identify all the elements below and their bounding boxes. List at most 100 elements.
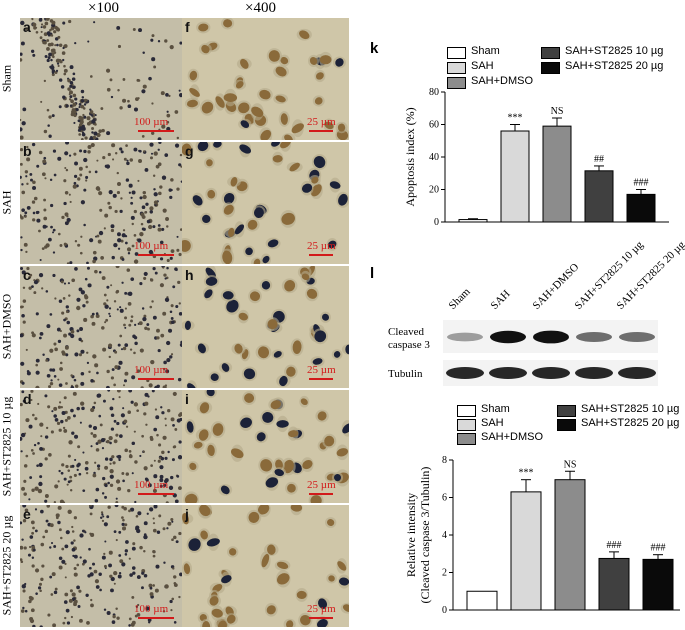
legend-entry: SAH+ST2825 10 µg <box>565 45 664 57</box>
scale-bar <box>309 493 333 495</box>
scale-bar <box>138 254 174 256</box>
scale-label: 25 µm <box>307 603 336 615</box>
lane-label: SAH <box>488 287 513 312</box>
caspase-band <box>533 330 569 344</box>
scale-bar <box>138 130 174 132</box>
legend-swatch <box>457 419 476 431</box>
scale-label: 25 µm <box>307 479 336 491</box>
y-tick-label: 40 <box>429 152 439 163</box>
tubulin-band <box>489 367 527 379</box>
tubulin-band <box>446 367 484 379</box>
y-axis-label-2: (Cleaved caspase 3/Tubulin) <box>418 467 432 604</box>
panel-l-letter: l <box>370 265 375 282</box>
scale-bar <box>309 617 333 619</box>
micrograph-low-mag: a 100 µm <box>20 18 182 140</box>
blot-label-tubulin: Tubulin <box>388 368 423 380</box>
significance-label: *** <box>508 113 523 124</box>
scale-label: 100 µm <box>134 116 169 128</box>
significance-label: *** <box>519 468 534 479</box>
bar <box>584 170 614 223</box>
scale-label: 25 µm <box>307 116 336 128</box>
scale-bar <box>309 378 333 380</box>
scale-label: 100 µm <box>134 603 169 615</box>
micrograph-low-mag: d 100 µm <box>20 390 182 503</box>
panel-letter: i <box>185 391 189 407</box>
scale-label: 100 µm <box>134 479 169 491</box>
y-tick-label: 6 <box>442 493 447 504</box>
panel-letter: g <box>185 143 194 159</box>
micrograph-high-mag: h 25 µm <box>182 266 349 388</box>
legend-swatch <box>541 62 560 74</box>
row-label: SAH+ST2825 10 µg <box>0 396 14 496</box>
bar <box>500 130 530 223</box>
legend-entry: SAH+ST2825 10 µg <box>581 403 680 415</box>
panel-letter: f <box>185 19 190 35</box>
bar <box>626 193 656 223</box>
panel-letter: e <box>23 506 31 522</box>
scale-label: 25 µm <box>307 364 336 376</box>
legend-swatch <box>447 62 466 74</box>
micrograph-high-mag: g 25 µm <box>182 142 349 264</box>
caspase-band <box>447 332 483 342</box>
scale-bar <box>138 617 174 619</box>
y-tick-label: 60 <box>429 120 439 131</box>
significance-label: NS <box>551 106 564 117</box>
micrograph-low-mag: c 100 µm <box>20 266 182 388</box>
legend-swatch <box>457 405 476 417</box>
significance-label: ### <box>634 178 649 189</box>
scale-bar <box>138 378 174 380</box>
significance-label: NS <box>564 459 577 470</box>
micrograph-high-mag: j 25 µm <box>182 505 349 627</box>
legend-swatch <box>457 433 476 445</box>
high-mag-header: ×400 <box>245 0 276 16</box>
y-tick-label: 2 <box>442 568 447 579</box>
y-tick-label: 4 <box>442 530 447 541</box>
y-tick-label: 20 <box>429 185 439 196</box>
scale-bar <box>309 130 333 132</box>
micrograph-high-mag: f 25 µm <box>182 18 349 140</box>
significance-label: ### <box>651 543 666 554</box>
caspase-band <box>490 330 526 344</box>
legend-swatch <box>447 77 466 89</box>
panel-letter: c <box>23 267 31 283</box>
bar <box>510 491 542 611</box>
legend-entry: SAH <box>471 60 494 72</box>
y-tick-label: 0 <box>442 605 447 616</box>
panel-letter: d <box>23 391 32 407</box>
western-blot <box>443 320 658 386</box>
legend-swatch <box>447 47 466 59</box>
y-tick-label: 8 <box>442 455 447 466</box>
legend-entry: SAH+DMSO <box>481 431 544 443</box>
low-mag-header: ×100 <box>88 0 119 16</box>
significance-label: ## <box>594 154 604 165</box>
y-tick-label: 0 <box>434 217 439 228</box>
y-axis-label: Relative intensity <box>405 493 418 577</box>
panel-letter: h <box>185 267 194 283</box>
bar <box>598 557 630 611</box>
micrograph-high-mag: i 25 µm <box>182 390 349 503</box>
panel-letter: a <box>23 19 31 35</box>
caspase-band <box>619 332 655 342</box>
scale-label: 100 µm <box>134 364 169 376</box>
scale-bar <box>138 493 174 495</box>
y-axis-label: Apoptosis index (%) <box>403 107 417 206</box>
row-label: SAH+ST2825 20 µg <box>0 515 14 616</box>
scale-bar <box>309 254 333 256</box>
tubulin-band <box>618 367 656 379</box>
panel-letter: b <box>23 143 32 159</box>
blot-label-caspase: caspase 3 <box>388 339 430 351</box>
row-label: Sham <box>0 64 14 93</box>
scale-label: 100 µm <box>134 240 169 252</box>
scale-label: 25 µm <box>307 240 336 252</box>
legend-entry: SAH+DMSO <box>471 75 534 87</box>
legend-swatch <box>541 47 560 59</box>
tubulin-band <box>532 367 570 379</box>
bar <box>458 219 488 223</box>
bar <box>642 558 674 611</box>
tubulin-band <box>575 367 613 379</box>
legend-entry: SAH <box>481 417 504 429</box>
bar <box>542 125 572 223</box>
legend-entry: Sham <box>481 403 510 415</box>
lane-label: Sham <box>446 285 473 312</box>
